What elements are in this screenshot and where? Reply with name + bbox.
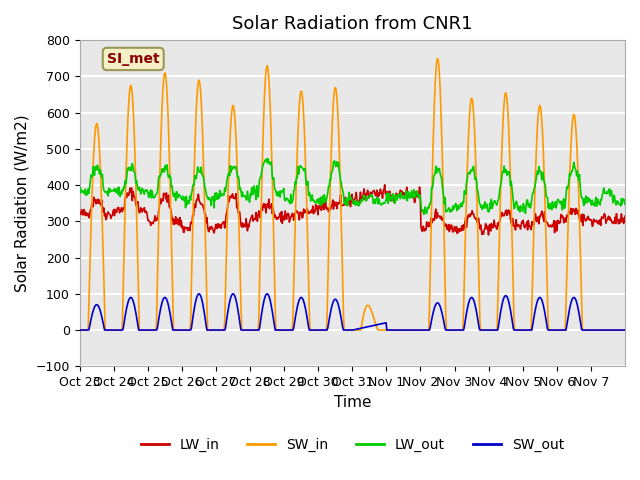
LW_in: [621, 213, 629, 219]
LW_in: [240, 221, 248, 227]
SW_in: [433, 56, 441, 61]
SW_out: [140, 327, 147, 333]
LW_out: [264, 156, 272, 162]
SW_in: [267, 125, 275, 131]
SW_in: [288, 327, 296, 333]
SW_in: [76, 327, 83, 333]
SW_out: [76, 327, 83, 333]
Text: SI_met: SI_met: [107, 52, 159, 66]
LW_in: [381, 182, 388, 188]
LW_out: [621, 202, 629, 207]
LW_in: [484, 232, 492, 238]
Y-axis label: Solar Radiation (W/m2): Solar Radiation (W/m2): [15, 114, 30, 292]
SW_out: [409, 327, 417, 333]
SW_out: [268, 305, 275, 311]
Title: Solar Radiation from CNR1: Solar Radiation from CNR1: [232, 15, 472, 33]
Line: LW_out: LW_out: [79, 159, 625, 215]
LW_in: [409, 195, 417, 201]
LW_out: [440, 201, 448, 207]
LW_out: [289, 199, 296, 204]
SW_out: [440, 318, 447, 324]
LW_in: [288, 213, 296, 219]
X-axis label: Time: Time: [333, 395, 371, 409]
SW_in: [440, 212, 447, 218]
SW_out: [289, 327, 296, 333]
LW_out: [268, 164, 275, 169]
Line: SW_out: SW_out: [79, 294, 625, 330]
SW_in: [408, 327, 416, 333]
Legend: LW_in, SW_in, LW_out, SW_out: LW_in, SW_in, LW_out, SW_out: [135, 432, 570, 457]
SW_in: [140, 327, 147, 333]
LW_out: [409, 194, 417, 200]
LW_out: [240, 192, 248, 198]
LW_out: [420, 212, 428, 217]
Line: LW_in: LW_in: [79, 185, 625, 235]
LW_in: [267, 204, 275, 209]
LW_in: [440, 219, 447, 225]
LW_out: [140, 189, 147, 195]
SW_in: [240, 327, 248, 333]
SW_in: [621, 327, 629, 333]
LW_in: [76, 210, 83, 216]
LW_out: [76, 189, 83, 194]
SW_out: [195, 291, 203, 297]
SW_out: [241, 327, 248, 333]
SW_out: [621, 327, 629, 333]
Line: SW_in: SW_in: [79, 59, 625, 330]
LW_in: [140, 207, 147, 213]
